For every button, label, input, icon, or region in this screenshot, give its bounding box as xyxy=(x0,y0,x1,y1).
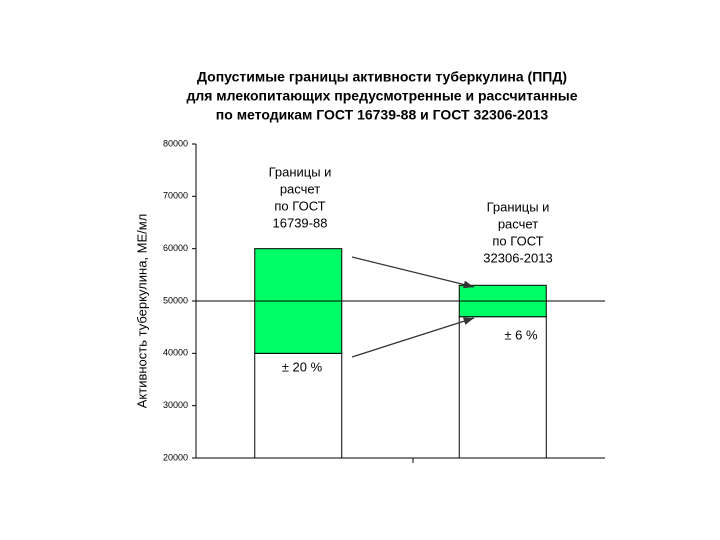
y-tick-label: 40000 xyxy=(163,348,188,358)
chart-title: Допустимые границы активности туберкулин… xyxy=(197,69,567,85)
annotation: расчет xyxy=(280,181,320,196)
chart-title: по методикам ГОСТ 16739-88 и ГОСТ 32306-… xyxy=(216,107,549,123)
annotation: по ГОСТ xyxy=(492,233,543,248)
y-tick-label: 50000 xyxy=(163,295,188,305)
annotation: по ГОСТ xyxy=(274,198,325,213)
annotation: 16739-88 xyxy=(273,215,328,230)
chart-title: для млекопитающих предусмотренные и расс… xyxy=(186,88,577,104)
y-tick-label: 20000 xyxy=(163,452,188,462)
annotation: Границы и xyxy=(269,164,332,179)
arrow xyxy=(351,256,475,289)
y-axis-label: Активность туберкулина, МЕ/мл xyxy=(134,214,149,409)
annotation: ± 6 % xyxy=(504,327,538,342)
annotation: расчет xyxy=(498,216,538,231)
annotation: 32306-2013 xyxy=(483,250,552,265)
annotation: Границы и xyxy=(487,199,550,214)
y-tick-label: 30000 xyxy=(163,400,188,410)
arrow xyxy=(351,317,475,358)
annotation: ± 20 % xyxy=(282,359,323,374)
y-tick-label: 80000 xyxy=(163,138,188,148)
bar-segment xyxy=(458,316,547,459)
y-tick-label: 70000 xyxy=(163,191,188,201)
y-tick-label: 60000 xyxy=(163,243,188,253)
